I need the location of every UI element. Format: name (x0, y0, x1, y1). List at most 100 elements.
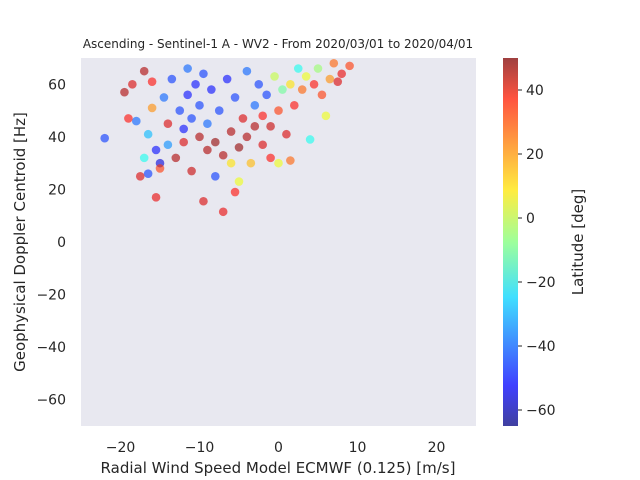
data-point (337, 69, 347, 79)
y-tick-label: −20 (36, 288, 66, 304)
data-point (159, 93, 169, 102)
data-point (305, 135, 315, 144)
data-point (325, 74, 335, 84)
colorbar-tick-label: −60 (526, 403, 556, 419)
data-point (203, 145, 212, 155)
data-point (143, 169, 153, 178)
data-point (242, 132, 252, 142)
data-point (286, 156, 295, 165)
data-point (246, 158, 256, 168)
data-point (214, 106, 224, 115)
data-point (179, 137, 188, 147)
y-tick-label: −60 (36, 393, 66, 409)
data-point (128, 79, 137, 89)
data-point (218, 150, 228, 160)
data-point (282, 129, 291, 139)
data-point (238, 114, 248, 123)
data-point (207, 85, 216, 94)
chart-title: Ascending - Sentinel-1 A - WV2 - From 20… (83, 37, 473, 51)
data-point (171, 153, 181, 163)
data-point (258, 140, 268, 150)
x-axis-ticks: −20 −10 0 10 20 (106, 440, 446, 456)
data-point (230, 93, 240, 102)
data-point (183, 64, 192, 73)
data-point (234, 177, 244, 186)
colorbar-tick-label: 0 (526, 211, 535, 227)
x-tick-label: 20 (428, 440, 446, 456)
data-point (218, 207, 228, 217)
data-point (250, 122, 260, 131)
data-point (293, 64, 303, 73)
data-point (203, 119, 212, 129)
data-point (191, 79, 200, 89)
data-point (199, 69, 208, 79)
x-tick-label: 0 (274, 440, 283, 456)
data-point (163, 119, 173, 129)
data-point (321, 111, 331, 121)
data-point (187, 114, 196, 123)
data-point (266, 153, 275, 163)
data-point (274, 158, 283, 168)
colorbar-tick-label: −40 (526, 339, 556, 355)
plot-area-background (81, 58, 476, 426)
data-point (120, 87, 129, 97)
data-point (195, 101, 204, 110)
data-point (333, 77, 343, 86)
data-point (211, 171, 220, 181)
y-axis-ticks: −60 −40 −20 0 20 40 60 (36, 77, 66, 408)
data-points-layer (100, 58, 354, 217)
data-point (254, 79, 264, 89)
data-point (297, 85, 307, 94)
data-point (226, 127, 236, 136)
data-point (286, 79, 295, 89)
data-point (313, 64, 323, 73)
data-point (262, 90, 271, 100)
colorbar-label: Latitude [deg] (569, 189, 587, 295)
data-point (290, 101, 299, 110)
data-point (139, 66, 149, 76)
data-point (187, 166, 196, 176)
colorbar-tick-label: −20 (526, 275, 556, 291)
y-tick-label: −40 (36, 340, 66, 356)
data-point (234, 143, 244, 152)
data-point (155, 164, 165, 173)
colorbar-tick-label: 40 (526, 83, 544, 99)
data-point (175, 106, 185, 115)
data-point (222, 74, 232, 84)
data-point (199, 196, 208, 206)
data-point (147, 77, 157, 86)
data-point (143, 129, 153, 139)
data-point (195, 132, 204, 142)
data-point (135, 171, 145, 181)
data-point (266, 122, 275, 131)
data-point (250, 101, 260, 110)
data-point (167, 74, 177, 84)
colorbar-tick-label: 20 (526, 147, 544, 163)
y-axis-label: Geophysical Doppler Centroid [Hz] (11, 112, 29, 372)
data-point (139, 153, 149, 163)
y-tick-label: 20 (48, 182, 66, 198)
data-point (163, 140, 173, 150)
data-point (230, 187, 240, 197)
data-point (226, 158, 236, 168)
y-tick-label: 60 (48, 77, 66, 93)
colorbar (503, 58, 518, 426)
data-point (211, 137, 220, 147)
data-point (151, 193, 161, 202)
x-axis-label: Radial Wind Speed Model ECMWF (0.125) [m… (101, 459, 456, 477)
data-point (151, 145, 161, 155)
data-point (345, 61, 354, 71)
data-point (258, 111, 268, 121)
data-point (179, 124, 188, 134)
data-point (329, 58, 339, 68)
y-tick-label: 0 (57, 235, 66, 251)
data-point (309, 79, 319, 89)
x-tick-label: −20 (106, 440, 136, 456)
data-point (183, 90, 192, 100)
data-point (100, 133, 109, 143)
colorbar-ticks: −60 −40 −20 0 20 40 (518, 83, 556, 419)
x-tick-label: −10 (185, 440, 215, 456)
data-point (242, 66, 252, 76)
data-point (124, 114, 133, 123)
